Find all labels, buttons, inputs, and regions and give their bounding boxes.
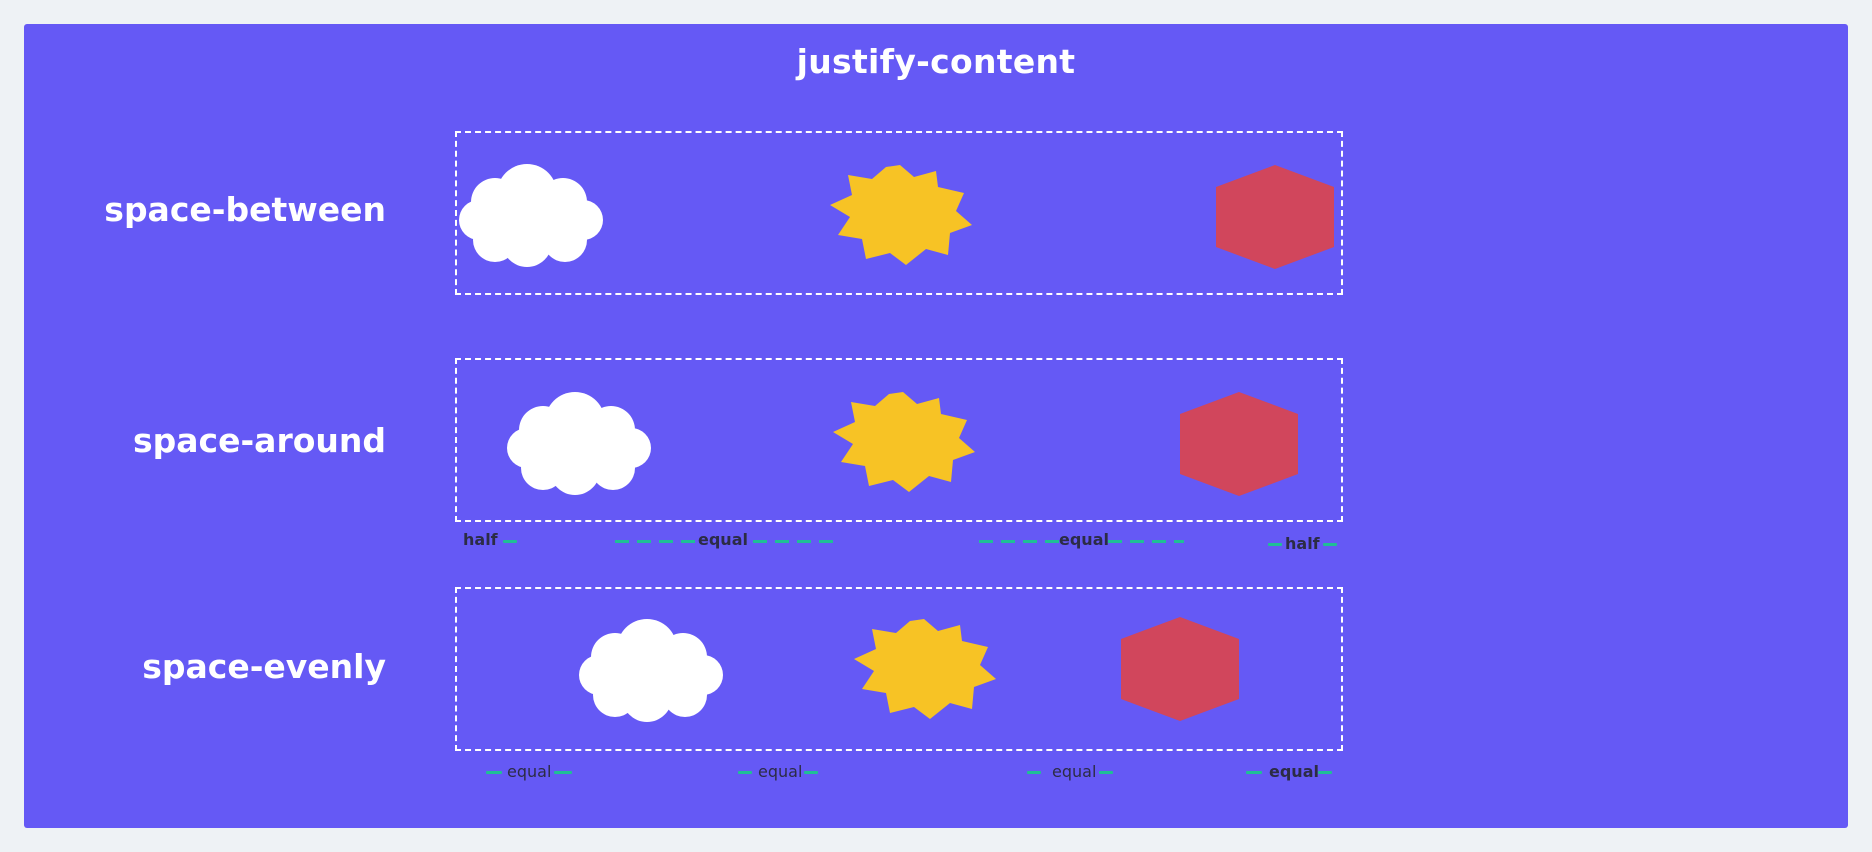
hexagon-icon bbox=[1180, 392, 1298, 496]
starburst-icon bbox=[854, 619, 996, 719]
annotation-equal-3: equal bbox=[1052, 762, 1097, 781]
annotation-line bbox=[486, 771, 502, 774]
annotation-equal-1: equal bbox=[698, 530, 748, 549]
annotation-equal-1: equal bbox=[507, 762, 552, 781]
annotation-line bbox=[1099, 771, 1113, 774]
starburst-icon bbox=[833, 392, 975, 492]
annotation-half-right: half bbox=[1285, 534, 1320, 553]
starburst-icon bbox=[830, 165, 972, 265]
annotation-line bbox=[738, 771, 752, 774]
annotation-half-left: half bbox=[463, 530, 498, 549]
row-label-space-evenly: space-evenly bbox=[142, 647, 386, 686]
annotation-line bbox=[979, 540, 1059, 543]
annotation-line bbox=[753, 540, 835, 543]
cloud-icon bbox=[579, 619, 723, 722]
row-label-space-between: space-between bbox=[104, 190, 386, 229]
annotation-line bbox=[1323, 543, 1337, 546]
annotation-line bbox=[1027, 771, 1041, 774]
row-label-space-around: space-around bbox=[133, 421, 386, 460]
flex-container-space-between bbox=[455, 131, 1343, 295]
annotation-line bbox=[554, 771, 572, 774]
annotation-line bbox=[1268, 543, 1282, 546]
cloud-icon bbox=[507, 392, 651, 495]
annotation-line bbox=[804, 771, 818, 774]
annotation-line bbox=[503, 540, 517, 543]
diagram-title: justify-content bbox=[796, 42, 1076, 81]
annotation-line bbox=[1318, 771, 1332, 774]
hexagon-icon bbox=[1216, 165, 1334, 269]
cloud-icon bbox=[459, 164, 603, 267]
annotation-line bbox=[1246, 771, 1262, 774]
flex-container-space-around bbox=[455, 358, 1343, 522]
annotation-equal-2: equal bbox=[1059, 530, 1109, 549]
flex-container-space-evenly bbox=[455, 587, 1343, 751]
annotation-line bbox=[615, 540, 697, 543]
annotation-equal-2: equal bbox=[758, 762, 803, 781]
hexagon-icon bbox=[1121, 617, 1239, 721]
annotation-equal-4: equal bbox=[1269, 762, 1319, 781]
annotation-line bbox=[1108, 540, 1184, 543]
